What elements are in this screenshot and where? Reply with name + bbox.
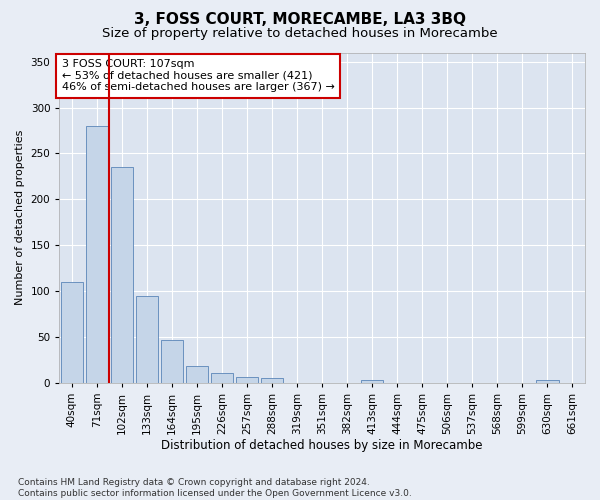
Bar [536,380,559,383]
Bar [110,167,133,383]
Text: 3, FOSS COURT, MORECAMBE, LA3 3BQ: 3, FOSS COURT, MORECAMBE, LA3 3BQ [134,12,466,28]
Text: Size of property relative to detached houses in Morecambe: Size of property relative to detached ho… [102,28,498,40]
X-axis label: Distribution of detached houses by size in Morecambe: Distribution of detached houses by size … [161,440,483,452]
Bar [136,296,158,383]
Bar [261,378,283,383]
Bar [161,340,183,383]
Bar [186,366,208,383]
Bar [361,380,383,383]
Bar [86,126,108,383]
Bar [61,282,83,383]
Bar [236,378,259,383]
Text: Contains HM Land Registry data © Crown copyright and database right 2024.
Contai: Contains HM Land Registry data © Crown c… [18,478,412,498]
Text: 3 FOSS COURT: 107sqm
← 53% of detached houses are smaller (421)
46% of semi-deta: 3 FOSS COURT: 107sqm ← 53% of detached h… [62,59,335,92]
Y-axis label: Number of detached properties: Number of detached properties [15,130,25,306]
Bar [211,372,233,383]
